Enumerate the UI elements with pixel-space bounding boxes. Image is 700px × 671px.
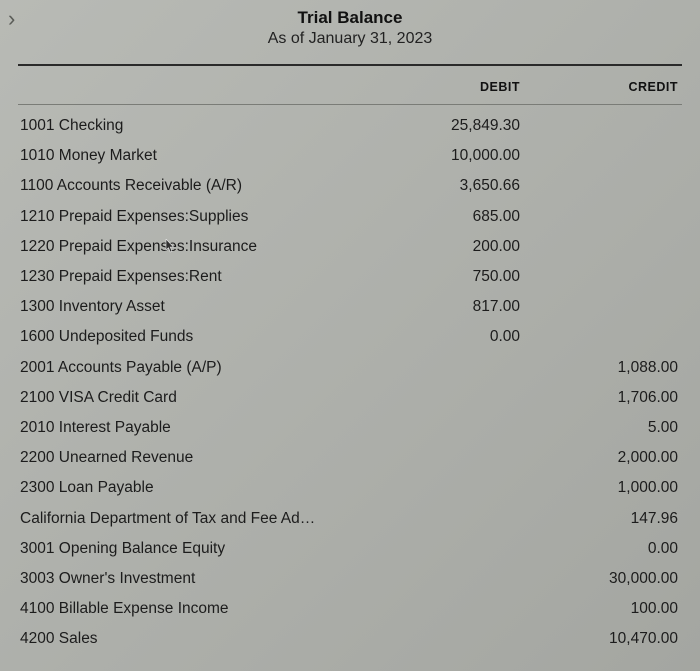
table-row: California Department of Tax and Fee Ad……: [18, 503, 682, 533]
debit-value: 200.00: [392, 238, 542, 256]
account-name: California Department of Tax and Fee Ad…: [18, 510, 392, 528]
table-row: 1001 Checking25,849.30: [18, 111, 682, 141]
column-header-row: DEBIT CREDIT: [18, 66, 682, 104]
debit-value: 3,650.66: [392, 177, 542, 195]
account-name: 1230 Prepaid Expenses:Rent: [18, 268, 392, 286]
table-row: 2300 Loan Payable 1,000.00: [18, 473, 682, 503]
credit-value: 0.00: [542, 540, 682, 558]
back-chevron-icon[interactable]: ›: [8, 6, 15, 32]
account-name: 1300 Inventory Asset: [18, 298, 392, 316]
credit-value: 1,000.00: [542, 479, 682, 497]
credit-value: 100.00: [542, 600, 682, 618]
table-row: 4100 Billable Expense Income 100.00: [18, 594, 682, 624]
credit-value: 30,000.00: [542, 570, 682, 588]
table-row: 2200 Unearned Revenue 2,000.00: [18, 443, 682, 473]
credit-value: 2,000.00: [542, 449, 682, 467]
table-row: 2001 Accounts Payable (A/P) 1,088.00: [18, 353, 682, 383]
table-row: 1230 Prepaid Expenses:Rent750.00: [18, 262, 682, 292]
table-row: 1220 Prepaid Expenses:Insurance200.00: [18, 232, 682, 262]
account-name: 2010 Interest Payable: [18, 419, 392, 437]
debit-value: 25,849.30: [392, 117, 542, 135]
debit-value: 750.00: [392, 268, 542, 286]
debit-value: 0.00: [392, 328, 542, 346]
account-name: 2200 Unearned Revenue: [18, 449, 392, 467]
trial-balance-report: Trial Balance As of January 31, 2023 DEB…: [0, 0, 700, 654]
column-header-debit: DEBIT: [392, 80, 542, 94]
table-row: 1600 Undeposited Funds0.00: [18, 322, 682, 352]
credit-value: 1,706.00: [542, 389, 682, 407]
report-subtitle: As of January 31, 2023: [18, 30, 682, 48]
table-row: 3001 Opening Balance Equity 0.00: [18, 534, 682, 564]
account-name: 2300 Loan Payable: [18, 479, 392, 497]
report-header: Trial Balance As of January 31, 2023: [18, 8, 682, 64]
credit-value: 10,470.00: [542, 630, 682, 648]
credit-value: 5.00: [542, 419, 682, 437]
table-row: 1010 Money Market10,000.00: [18, 141, 682, 171]
account-name: 3001 Opening Balance Equity: [18, 540, 392, 558]
table-body: 1001 Checking25,849.301010 Money Market1…: [18, 105, 682, 654]
account-name: 1100 Accounts Receivable (A/R): [18, 177, 392, 195]
table-row: 1300 Inventory Asset817.00: [18, 292, 682, 322]
table-row: 1100 Accounts Receivable (A/R)3,650.66: [18, 171, 682, 201]
account-name: 1001 Checking: [18, 117, 392, 135]
table-row: 3003 Owner's Investment 30,000.00: [18, 564, 682, 594]
account-name: 1010 Money Market: [18, 147, 392, 165]
debit-value: 10,000.00: [392, 147, 542, 165]
account-name: 1210 Prepaid Expenses:Supplies: [18, 208, 392, 226]
debit-value: 817.00: [392, 298, 542, 316]
debit-value: 685.00: [392, 208, 542, 226]
table-row: 4200 Sales 10,470.00: [18, 624, 682, 654]
account-name: 2001 Accounts Payable (A/P): [18, 359, 392, 377]
column-header-credit: CREDIT: [542, 80, 682, 94]
report-title: Trial Balance: [18, 8, 682, 28]
account-name: 1600 Undeposited Funds: [18, 328, 392, 346]
table-row: 1210 Prepaid Expenses:Supplies685.00: [18, 202, 682, 232]
account-name: 3003 Owner's Investment: [18, 570, 392, 588]
account-name: 1220 Prepaid Expenses:Insurance: [18, 238, 392, 256]
table-row: 2100 VISA Credit Card 1,706.00: [18, 383, 682, 413]
table-row: 2010 Interest Payable 5.00: [18, 413, 682, 443]
account-name: 4100 Billable Expense Income: [18, 600, 392, 618]
account-name: 2100 VISA Credit Card: [18, 389, 392, 407]
account-name: 4200 Sales: [18, 630, 392, 648]
credit-value: 1,088.00: [542, 359, 682, 377]
credit-value: 147.96: [542, 510, 682, 528]
